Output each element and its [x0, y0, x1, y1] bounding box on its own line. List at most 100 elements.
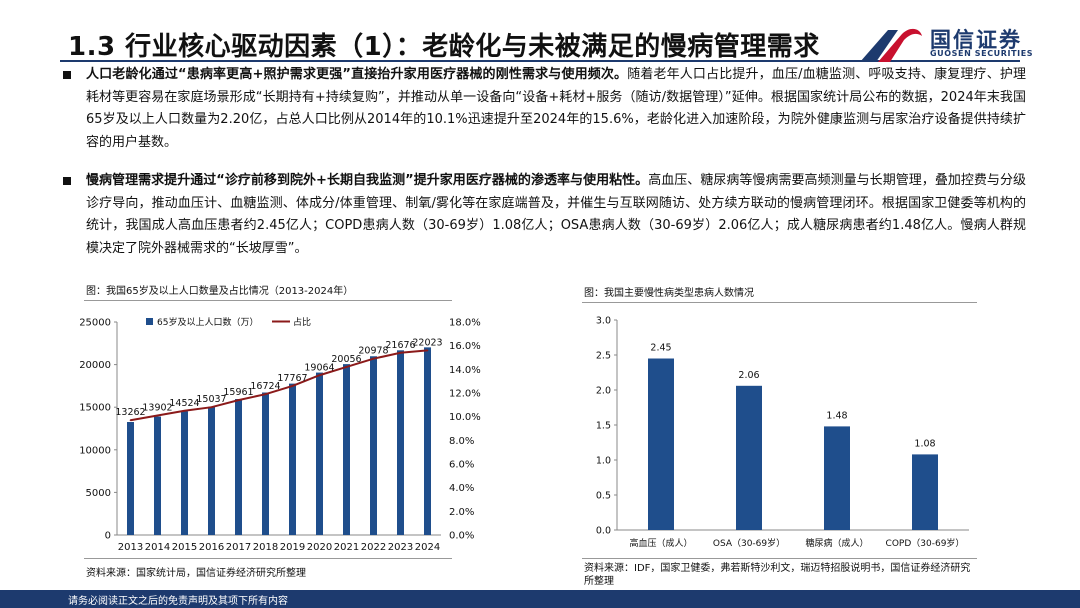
footer-disclaimer: 请务必阅读正文之后的免责声明及其项下所有内容: [68, 596, 288, 607]
bar-value-label: 15037: [196, 394, 226, 405]
bar: [912, 454, 938, 530]
guosen-logo: 国信证券 GUOSEN SECURITIES: [858, 22, 1058, 66]
paragraph-chronic-disease: 慢病管理需求提升通过“诊疗前移到院外+长期自我监测”提升家用医疗器械的渗透率与使…: [63, 170, 1026, 260]
x-tick-label: 2013: [118, 542, 143, 553]
ratio-point: [156, 414, 159, 417]
bar: [316, 372, 323, 535]
y2-tick-label: 6.0%: [449, 460, 474, 471]
y-tick-label: 2.5: [596, 351, 611, 362]
y2-tick-label: 4.0%: [449, 483, 474, 494]
chart2-bottom-rule: [582, 558, 977, 559]
chart-population: 0 5000 10000 15000 20000 25000 0.0% 2.0% 4.0% 6.0…: [79, 316, 481, 553]
bar-value-label: 2.06: [738, 370, 759, 381]
x-tick-label: 2016: [199, 542, 224, 553]
bar: [648, 358, 674, 530]
chart-chronic-disease: 0.0 0.5 1.0 1.5 2.0 2.5 3.0 2.45 高血压（成人） 2.06 OSA…: [596, 316, 969, 549]
bar-value-label: 1.48: [826, 410, 847, 421]
x-tick-label: 2018: [253, 542, 278, 553]
bar: [181, 411, 188, 535]
y-tick-label: 0: [105, 531, 111, 542]
ratio-point: [372, 357, 375, 360]
bar-value-label: 19064: [304, 362, 334, 373]
bullet-icon: [63, 71, 71, 79]
bar-value-label: 2.45: [650, 343, 671, 354]
x-tick-label: 2019: [280, 542, 305, 553]
y2-tick-label: 16.0%: [449, 341, 481, 352]
paragraph-lead: 慢病管理需求提升通过“诊疗前移到院外+长期自我监测”提升家用医疗器械的渗透率与使…: [86, 173, 649, 188]
x-tick-label: 2023: [388, 542, 413, 553]
ratio-point: [426, 349, 429, 352]
bar: [127, 422, 134, 535]
chart2-caption: 图：我国主要慢性病类型患病人数情况: [584, 288, 754, 299]
bar-value-label: 13262: [115, 407, 145, 418]
y2-tick-label: 10.0%: [449, 412, 481, 423]
y-tick-label: 20000: [79, 360, 111, 371]
x-tick-label: 2015: [172, 542, 197, 553]
paragraph-text: 人口老龄化通过“患病率更高+照护需求更强”直接抬升家用医疗器械的刚性需求与使用频…: [66, 64, 1026, 154]
y2-tick-label: 2.0%: [449, 507, 474, 518]
x-tick-label: 2020: [307, 542, 332, 553]
y-tick-label: 5000: [86, 488, 111, 499]
y2-tick-label: 18.0%: [449, 318, 481, 329]
y-tick-label: 0.0: [596, 526, 611, 537]
bar: [343, 364, 350, 535]
chart1-top-rule: [84, 300, 452, 301]
bar: [235, 399, 242, 535]
bar-value-label: 13902: [142, 402, 172, 413]
ratio-point: [237, 399, 240, 401]
ratio-point: [183, 409, 186, 412]
ratio-point: [345, 366, 348, 368]
bar: [397, 350, 404, 535]
bar-value-label: 15961: [223, 387, 253, 398]
ratio-point: [318, 374, 321, 377]
paragraph-text: 慢病管理需求提升通过“诊疗前移到院外+长期自我监测”提升家用医疗器械的渗透率与使…: [66, 170, 1026, 260]
chart2-top-rule: [582, 302, 977, 303]
y-tick-label: 2.0: [596, 386, 611, 397]
bar: [424, 347, 431, 535]
bar-value-label: 14524: [169, 398, 199, 409]
ratio-point: [129, 419, 132, 422]
x-tick-label: 2017: [226, 542, 251, 553]
bar-value-label: 22023: [412, 337, 442, 348]
bar: [289, 383, 296, 535]
x-tick-label: 2014: [145, 542, 170, 553]
y-tick-label: 10000: [79, 445, 111, 456]
ratio-line: [130, 349, 428, 422]
legend-line-label: 占比: [293, 316, 311, 328]
bar: [824, 426, 850, 530]
ratio-point: [264, 393, 267, 395]
y-tick-label: 1.0: [596, 456, 611, 467]
chart1-source: 资料来源：国家统计局，国信证券经济研究所整理: [86, 568, 306, 579]
chart1-caption: 图：我国65岁及以上人口数量及占比情况（2013-2024年）: [86, 286, 354, 297]
logo-name-en: GUOSEN SECURITIES: [930, 49, 1034, 58]
x-tick-label: COPD（30-69岁）: [886, 537, 965, 549]
y2-tick-label: 14.0%: [449, 365, 481, 376]
bar: [154, 416, 161, 535]
footer-bar: 请务必阅读正文之后的免责声明及其项下所有内容: [0, 590, 1080, 608]
y2-tick-label: 12.0%: [449, 389, 481, 400]
legend-bar-label: 65岁及以上人口数（万）: [157, 316, 258, 328]
bar: [736, 385, 762, 530]
y2-tick-label: 8.0%: [449, 436, 474, 447]
logo-name-cn: 国信证券: [930, 28, 1022, 52]
y2-tick-label: 0.0%: [449, 531, 474, 542]
ratio-point: [291, 385, 294, 387]
chart1-bottom-rule: [84, 558, 452, 559]
bar-value-label: 1.08: [914, 438, 935, 449]
x-tick-label: 糖尿病（成人）: [805, 537, 868, 549]
paragraph-body: 随着老年人口占比提升，血压/血糖监测、呼吸支持、康复理疗、护理耗材等更容易在家庭…: [86, 67, 1026, 150]
y-tick-label: 3.0: [596, 316, 611, 327]
y-tick-label: 15000: [79, 403, 111, 414]
bar-value-label: 17767: [277, 373, 307, 384]
bar-value-label: 20978: [358, 346, 388, 357]
bar: [370, 356, 377, 535]
paragraph-aging: 人口老龄化通过“患病率更高+照护需求更强”直接抬升家用医疗器械的刚性需求与使用频…: [63, 64, 1026, 154]
paragraph-lead: 人口老龄化通过“患病率更高+照护需求更强”直接抬升家用医疗器械的刚性需求与使用频…: [86, 67, 628, 82]
x-tick-label: 高血压（成人）: [629, 537, 692, 549]
x-tick-label: 2024: [415, 542, 440, 553]
chart2-source: 资料来源：IDF，国家卫健委，弗若斯特沙利文，瑞迈特招股说明书，国信证券经济研究…: [584, 563, 971, 587]
ratio-point: [210, 406, 213, 409]
page-title: 1.3 行业核心驱动因素（1）：老龄化与未被满足的慢病管理需求: [68, 32, 820, 62]
title-underline: [60, 60, 1020, 62]
